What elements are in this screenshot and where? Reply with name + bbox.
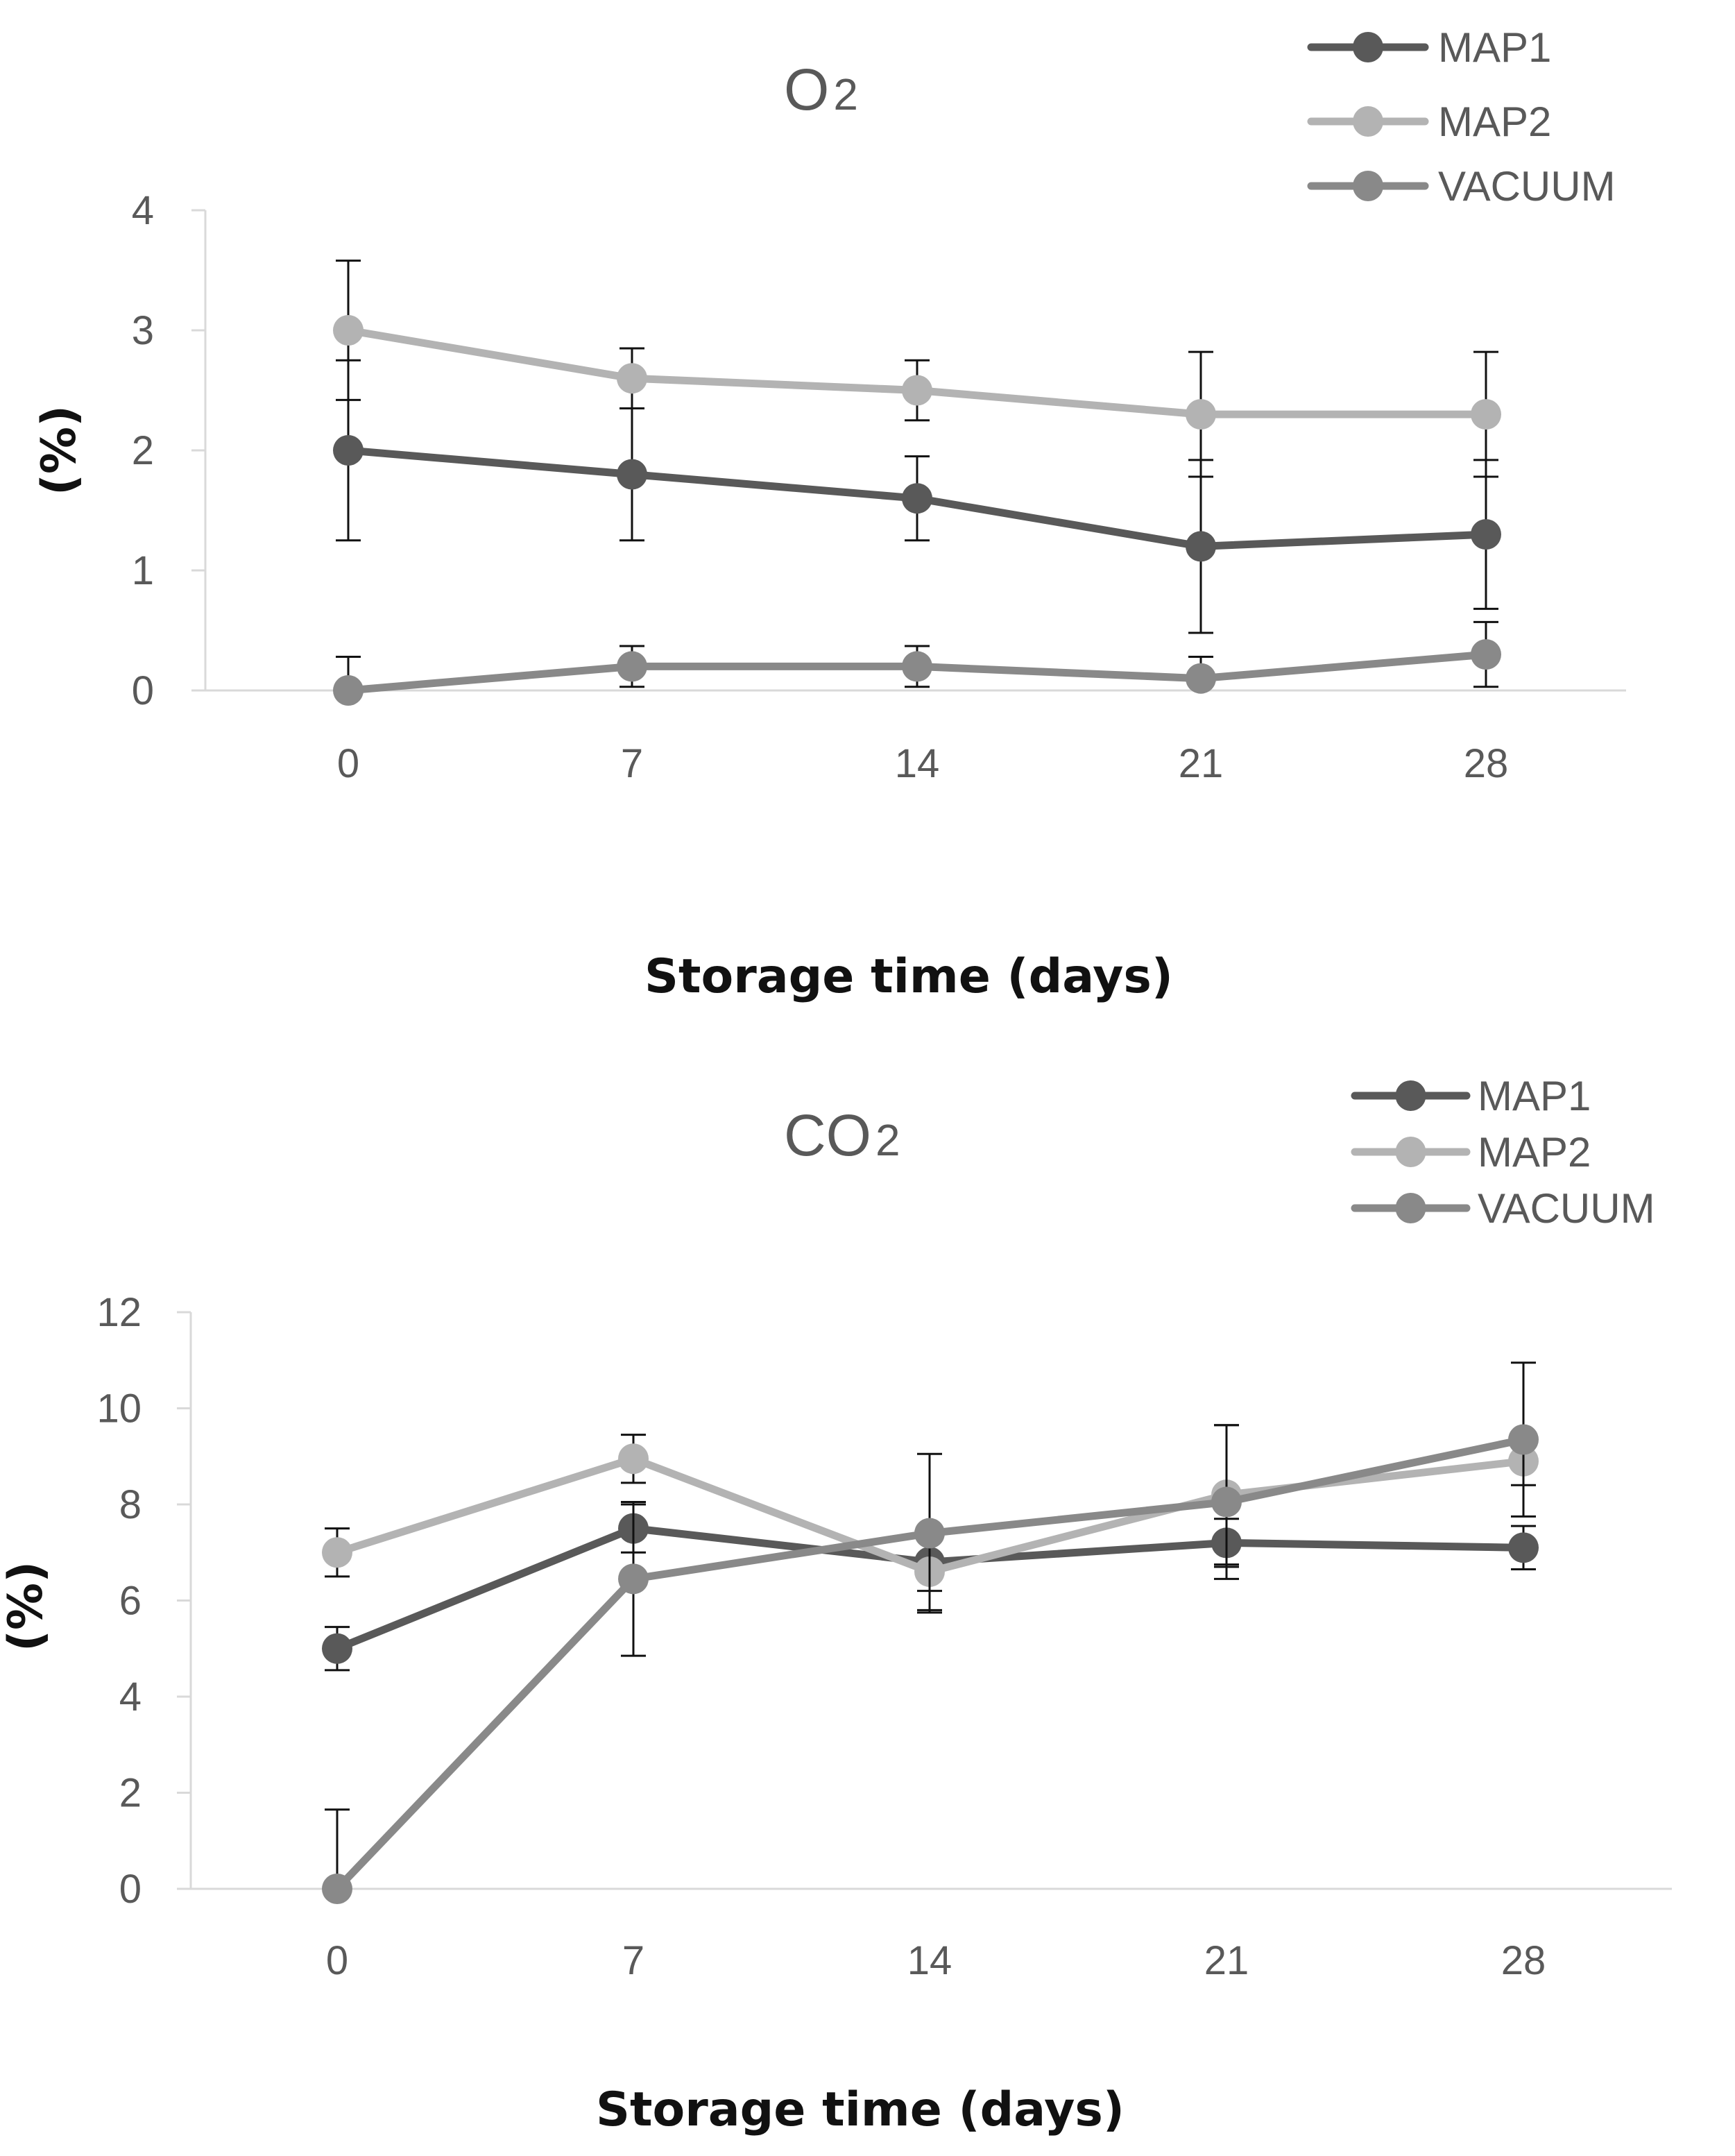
series-map2: [333, 260, 1501, 478]
y-tick-label: 6: [119, 1579, 142, 1624]
data-point: [1186, 531, 1216, 562]
y-tick-label: 1: [132, 548, 154, 593]
y-tick-label: 8: [119, 1482, 142, 1527]
data-point: [902, 375, 932, 406]
data-point: [1471, 639, 1501, 670]
legend-item-vacuum: VACUUM: [1351, 1185, 1655, 1232]
legend-item-map2: MAP2: [1307, 99, 1551, 145]
legend-item-vacuum: VACUUM: [1307, 163, 1616, 210]
data-point: [1508, 1532, 1539, 1563]
data-point: [333, 435, 364, 466]
y-axis-title: (%): [32, 405, 87, 495]
chart-title-main: O: [784, 57, 829, 122]
legend: MAP1 MAP2 VACUUM: [1307, 24, 1616, 210]
y-tick-label: 10: [96, 1386, 142, 1432]
data-point: [617, 459, 647, 490]
y-tick-label: 3: [132, 308, 154, 353]
x-tick-label: 7: [622, 1938, 644, 1983]
legend-label: MAP2: [1478, 1129, 1591, 1175]
y-tick-label: 4: [119, 1674, 142, 1720]
y-tick-label: 0: [132, 668, 154, 713]
data-point: [1186, 663, 1216, 694]
data-point: [333, 675, 364, 706]
x-tick-label: 21: [1204, 1938, 1249, 1983]
legend-item-map1: MAP1: [1307, 24, 1551, 71]
x-axis-title: Storage time (days): [596, 2082, 1125, 2137]
legend-swatch-marker: [1353, 171, 1383, 201]
chart-title: CO2: [784, 1103, 900, 1168]
data-point: [1508, 1424, 1539, 1455]
chart-title: O2: [784, 57, 858, 122]
series-vacuum: [333, 620, 1501, 706]
x-tick-label: 28: [1501, 1938, 1546, 1983]
y-tick-label: 12: [96, 1290, 142, 1335]
legend-swatch-marker: [1395, 1137, 1426, 1167]
x-tick-label: 14: [907, 1938, 952, 1983]
data-point: [914, 1518, 945, 1549]
x-tick-label: 14: [895, 741, 940, 786]
chart-title-main: CO: [784, 1103, 871, 1168]
data-point: [322, 1633, 352, 1664]
y-tick-label: 2: [119, 1771, 142, 1816]
data-point: [902, 483, 932, 514]
data-point: [902, 651, 932, 682]
legend-item-map1: MAP1: [1351, 1073, 1591, 1119]
legend-swatch-marker: [1353, 106, 1383, 137]
y-tick-label: 4: [132, 188, 154, 233]
chart-title-subscript: 2: [833, 69, 858, 119]
data-point: [618, 1563, 649, 1595]
data-point: [1471, 519, 1501, 550]
legend-swatch-marker: [1395, 1080, 1426, 1111]
x-tick-label: 0: [326, 1938, 348, 1983]
legend-label: MAP1: [1438, 24, 1551, 71]
series-map1: [333, 359, 1501, 634]
series-vacuum: [322, 1361, 1539, 1904]
x-axis-title: Storage time (days): [644, 949, 1173, 1004]
x-tick-label: 21: [1179, 741, 1224, 786]
data-point: [1186, 399, 1216, 430]
legend: MAP1 MAP2 VACUUM: [1351, 1073, 1655, 1232]
data-point: [1211, 1486, 1242, 1518]
x-tick-label: 0: [337, 741, 359, 786]
y-axis-title: (%): [0, 1561, 53, 1652]
data-point: [1471, 399, 1501, 430]
legend-item-map2: MAP2: [1351, 1129, 1591, 1175]
data-point: [618, 1443, 649, 1475]
legend-label: VACUUM: [1438, 163, 1616, 210]
x-tick-label: 28: [1464, 741, 1509, 786]
legend-label: VACUUM: [1478, 1185, 1655, 1232]
data-point: [617, 651, 647, 682]
legend-label: MAP2: [1438, 99, 1551, 145]
legend-swatch-marker: [1395, 1193, 1426, 1223]
data-point: [333, 315, 364, 346]
data-point: [617, 363, 647, 394]
legend-label: MAP1: [1478, 1073, 1591, 1119]
legend-swatch-marker: [1353, 32, 1383, 62]
data-point: [322, 1537, 352, 1568]
y-tick-label: 0: [119, 1867, 142, 1912]
data-point: [322, 1874, 352, 1904]
y-tick-label: 2: [132, 428, 154, 473]
chart-title-subscript: 2: [875, 1115, 900, 1165]
x-tick-label: 7: [621, 741, 643, 786]
